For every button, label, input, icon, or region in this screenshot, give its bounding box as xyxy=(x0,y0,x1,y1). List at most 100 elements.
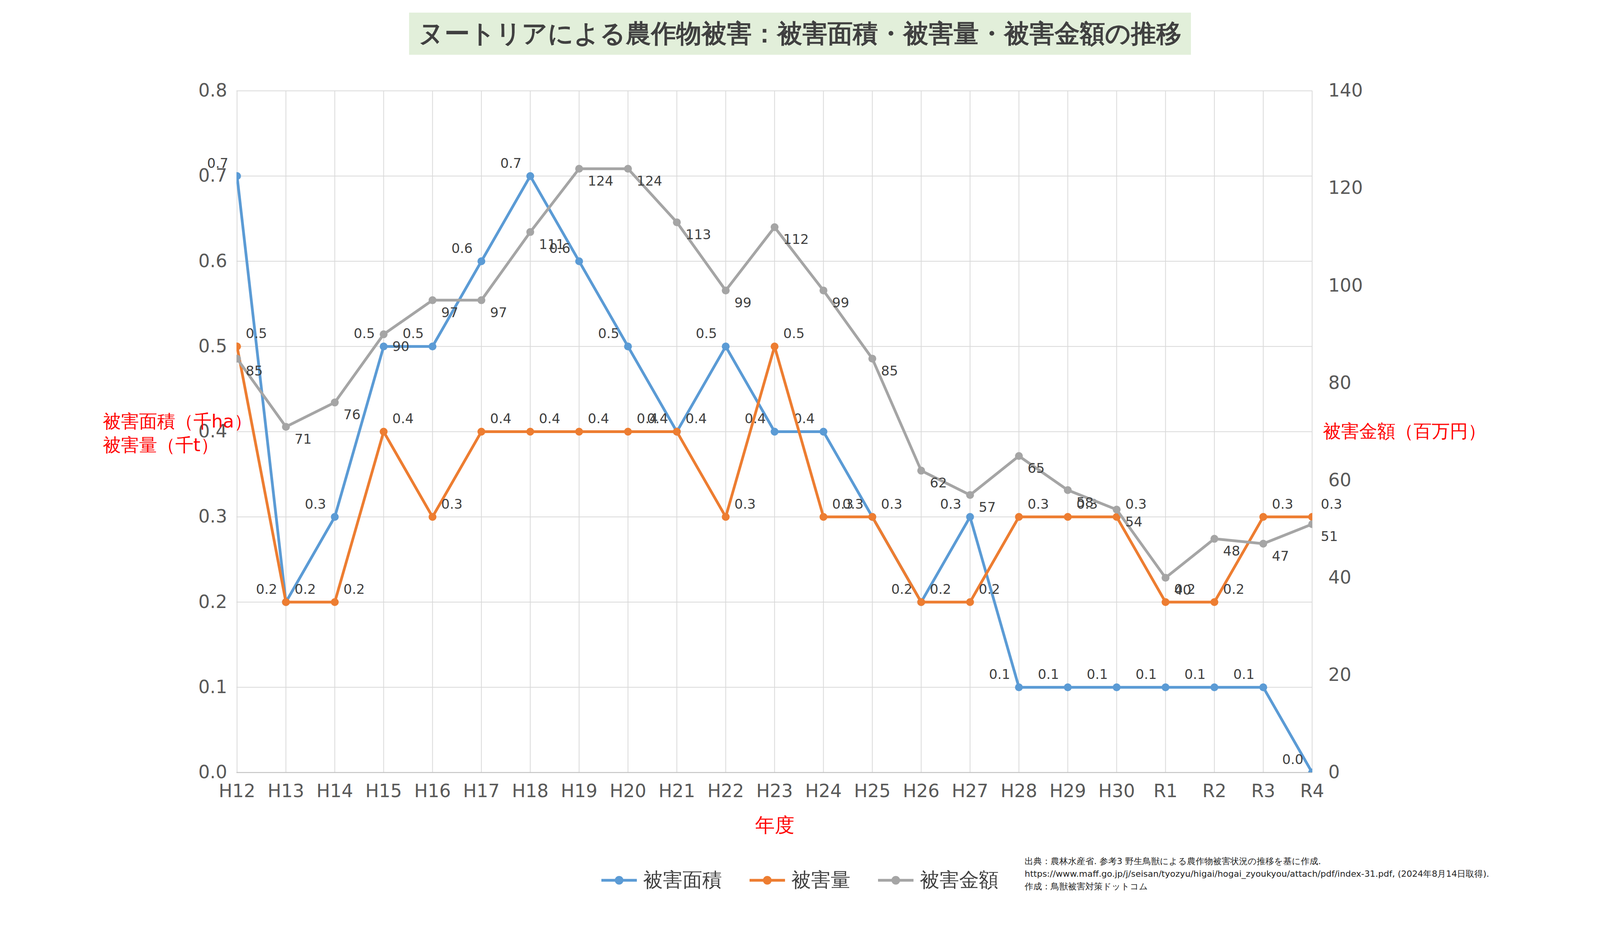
svg-text:76: 76 xyxy=(343,406,361,423)
svg-text:0.5: 0.5 xyxy=(695,325,717,342)
svg-text:H15: H15 xyxy=(365,780,402,802)
svg-text:0.6: 0.6 xyxy=(451,240,473,257)
svg-text:0.5: 0.5 xyxy=(353,325,375,342)
svg-text:0.3: 0.3 xyxy=(734,496,756,512)
svg-text:0.2: 0.2 xyxy=(294,581,317,598)
svg-text:0.3: 0.3 xyxy=(1125,496,1147,512)
svg-text:112: 112 xyxy=(783,231,810,248)
svg-text:65: 65 xyxy=(1027,460,1045,477)
svg-text:48: 48 xyxy=(1223,543,1241,559)
svg-text:0.1: 0.1 xyxy=(198,676,227,698)
svg-text:被害金額（百万円）: 被害金額（百万円） xyxy=(1322,420,1487,442)
svg-text:H23: H23 xyxy=(756,780,793,802)
svg-text:62: 62 xyxy=(930,474,947,491)
svg-text:0.6: 0.6 xyxy=(198,250,227,272)
svg-text:R1: R1 xyxy=(1153,780,1178,802)
svg-text:R2: R2 xyxy=(1202,780,1227,802)
svg-text:H21: H21 xyxy=(658,780,696,802)
svg-text:0.5: 0.5 xyxy=(198,335,227,357)
svg-text:H25: H25 xyxy=(853,780,891,802)
svg-text:H24: H24 xyxy=(805,780,842,802)
svg-text:R4: R4 xyxy=(1300,780,1325,802)
svg-text:40: 40 xyxy=(1174,582,1192,598)
svg-text:57: 57 xyxy=(978,499,996,516)
svg-text:H29: H29 xyxy=(1049,780,1087,802)
svg-text:年度: 年度 xyxy=(755,813,795,837)
svg-text:0.2: 0.2 xyxy=(1223,581,1245,598)
svg-text:124: 124 xyxy=(587,173,614,189)
svg-text:0.3: 0.3 xyxy=(939,496,962,512)
svg-text:0.4: 0.4 xyxy=(587,410,610,427)
svg-text:H17: H17 xyxy=(463,780,500,802)
svg-text:0.5: 0.5 xyxy=(597,325,620,342)
svg-text:0.3: 0.3 xyxy=(198,505,227,527)
svg-text:0.2: 0.2 xyxy=(198,591,227,613)
svg-text:111: 111 xyxy=(539,236,565,253)
svg-text:0.3: 0.3 xyxy=(1320,496,1343,512)
svg-text:R3: R3 xyxy=(1251,780,1276,802)
svg-text:0.0: 0.0 xyxy=(198,761,227,783)
svg-text:40: 40 xyxy=(1328,566,1352,588)
svg-text:H18: H18 xyxy=(511,780,549,802)
svg-text:0.1: 0.1 xyxy=(1233,666,1255,683)
svg-text:113: 113 xyxy=(685,226,712,243)
svg-text:0.4: 0.4 xyxy=(490,410,512,427)
svg-text:120: 120 xyxy=(1328,176,1364,199)
svg-text:H22: H22 xyxy=(707,780,745,802)
svg-text:0.3: 0.3 xyxy=(881,496,903,512)
svg-text:0.1: 0.1 xyxy=(1135,666,1157,683)
svg-text:90: 90 xyxy=(392,338,410,355)
svg-text:0.2: 0.2 xyxy=(343,581,365,598)
svg-text:0.2: 0.2 xyxy=(978,581,1001,598)
svg-text:H19: H19 xyxy=(560,780,598,802)
svg-text:0.8: 0.8 xyxy=(198,79,227,101)
svg-text:0.2: 0.2 xyxy=(930,581,952,598)
svg-text:47: 47 xyxy=(1272,548,1290,564)
svg-text:0.5: 0.5 xyxy=(783,325,805,342)
svg-text:58: 58 xyxy=(1076,494,1094,511)
svg-text:54: 54 xyxy=(1125,513,1143,530)
svg-text:H27: H27 xyxy=(951,780,989,802)
svg-text:H16: H16 xyxy=(414,780,451,802)
svg-text:85: 85 xyxy=(245,362,263,379)
svg-text:80: 80 xyxy=(1328,372,1352,394)
svg-text:0.2: 0.2 xyxy=(255,581,278,598)
svg-text:0.5: 0.5 xyxy=(245,325,268,342)
svg-text:0.3: 0.3 xyxy=(1272,496,1294,512)
svg-text:100: 100 xyxy=(1328,274,1364,296)
svg-text:被害面積（千ha）被害量（千t）: 被害面積（千ha）被害量（千t） xyxy=(102,410,253,456)
svg-text:H30: H30 xyxy=(1098,780,1135,802)
svg-text:H13: H13 xyxy=(267,780,305,802)
svg-text:H26: H26 xyxy=(902,780,940,802)
svg-text:H20: H20 xyxy=(609,780,647,802)
svg-text:0.3: 0.3 xyxy=(1027,496,1050,512)
svg-text:51: 51 xyxy=(1320,528,1338,545)
svg-text:97: 97 xyxy=(441,304,459,321)
svg-text:0.3: 0.3 xyxy=(441,496,463,512)
svg-text:99: 99 xyxy=(734,294,752,311)
svg-text:20: 20 xyxy=(1328,664,1352,686)
svg-text:H14: H14 xyxy=(316,780,354,802)
svg-text:0.4: 0.4 xyxy=(392,410,414,427)
svg-text:0.3: 0.3 xyxy=(832,496,854,512)
svg-text:H12: H12 xyxy=(218,780,256,802)
svg-text:140: 140 xyxy=(1328,79,1364,101)
svg-text:97: 97 xyxy=(490,304,508,321)
svg-text:0.1: 0.1 xyxy=(988,666,1011,683)
svg-text:0.1: 0.1 xyxy=(1184,666,1206,683)
svg-text:124: 124 xyxy=(636,173,663,189)
svg-text:0.4: 0.4 xyxy=(685,410,707,427)
svg-text:60: 60 xyxy=(1328,469,1352,491)
svg-text:99: 99 xyxy=(832,294,850,311)
svg-text:0.3: 0.3 xyxy=(304,496,326,512)
svg-text:0.7: 0.7 xyxy=(500,155,522,172)
svg-text:0.4: 0.4 xyxy=(636,410,659,427)
svg-text:0.7: 0.7 xyxy=(198,164,227,187)
svg-text:0.1: 0.1 xyxy=(1086,666,1108,683)
svg-text:0.0: 0.0 xyxy=(1281,751,1304,768)
svg-text:85: 85 xyxy=(881,362,899,379)
svg-text:0: 0 xyxy=(1328,761,1340,783)
svg-text:0.4: 0.4 xyxy=(539,410,561,427)
svg-text:H28: H28 xyxy=(1000,780,1038,802)
svg-text:0.1: 0.1 xyxy=(1037,666,1059,683)
